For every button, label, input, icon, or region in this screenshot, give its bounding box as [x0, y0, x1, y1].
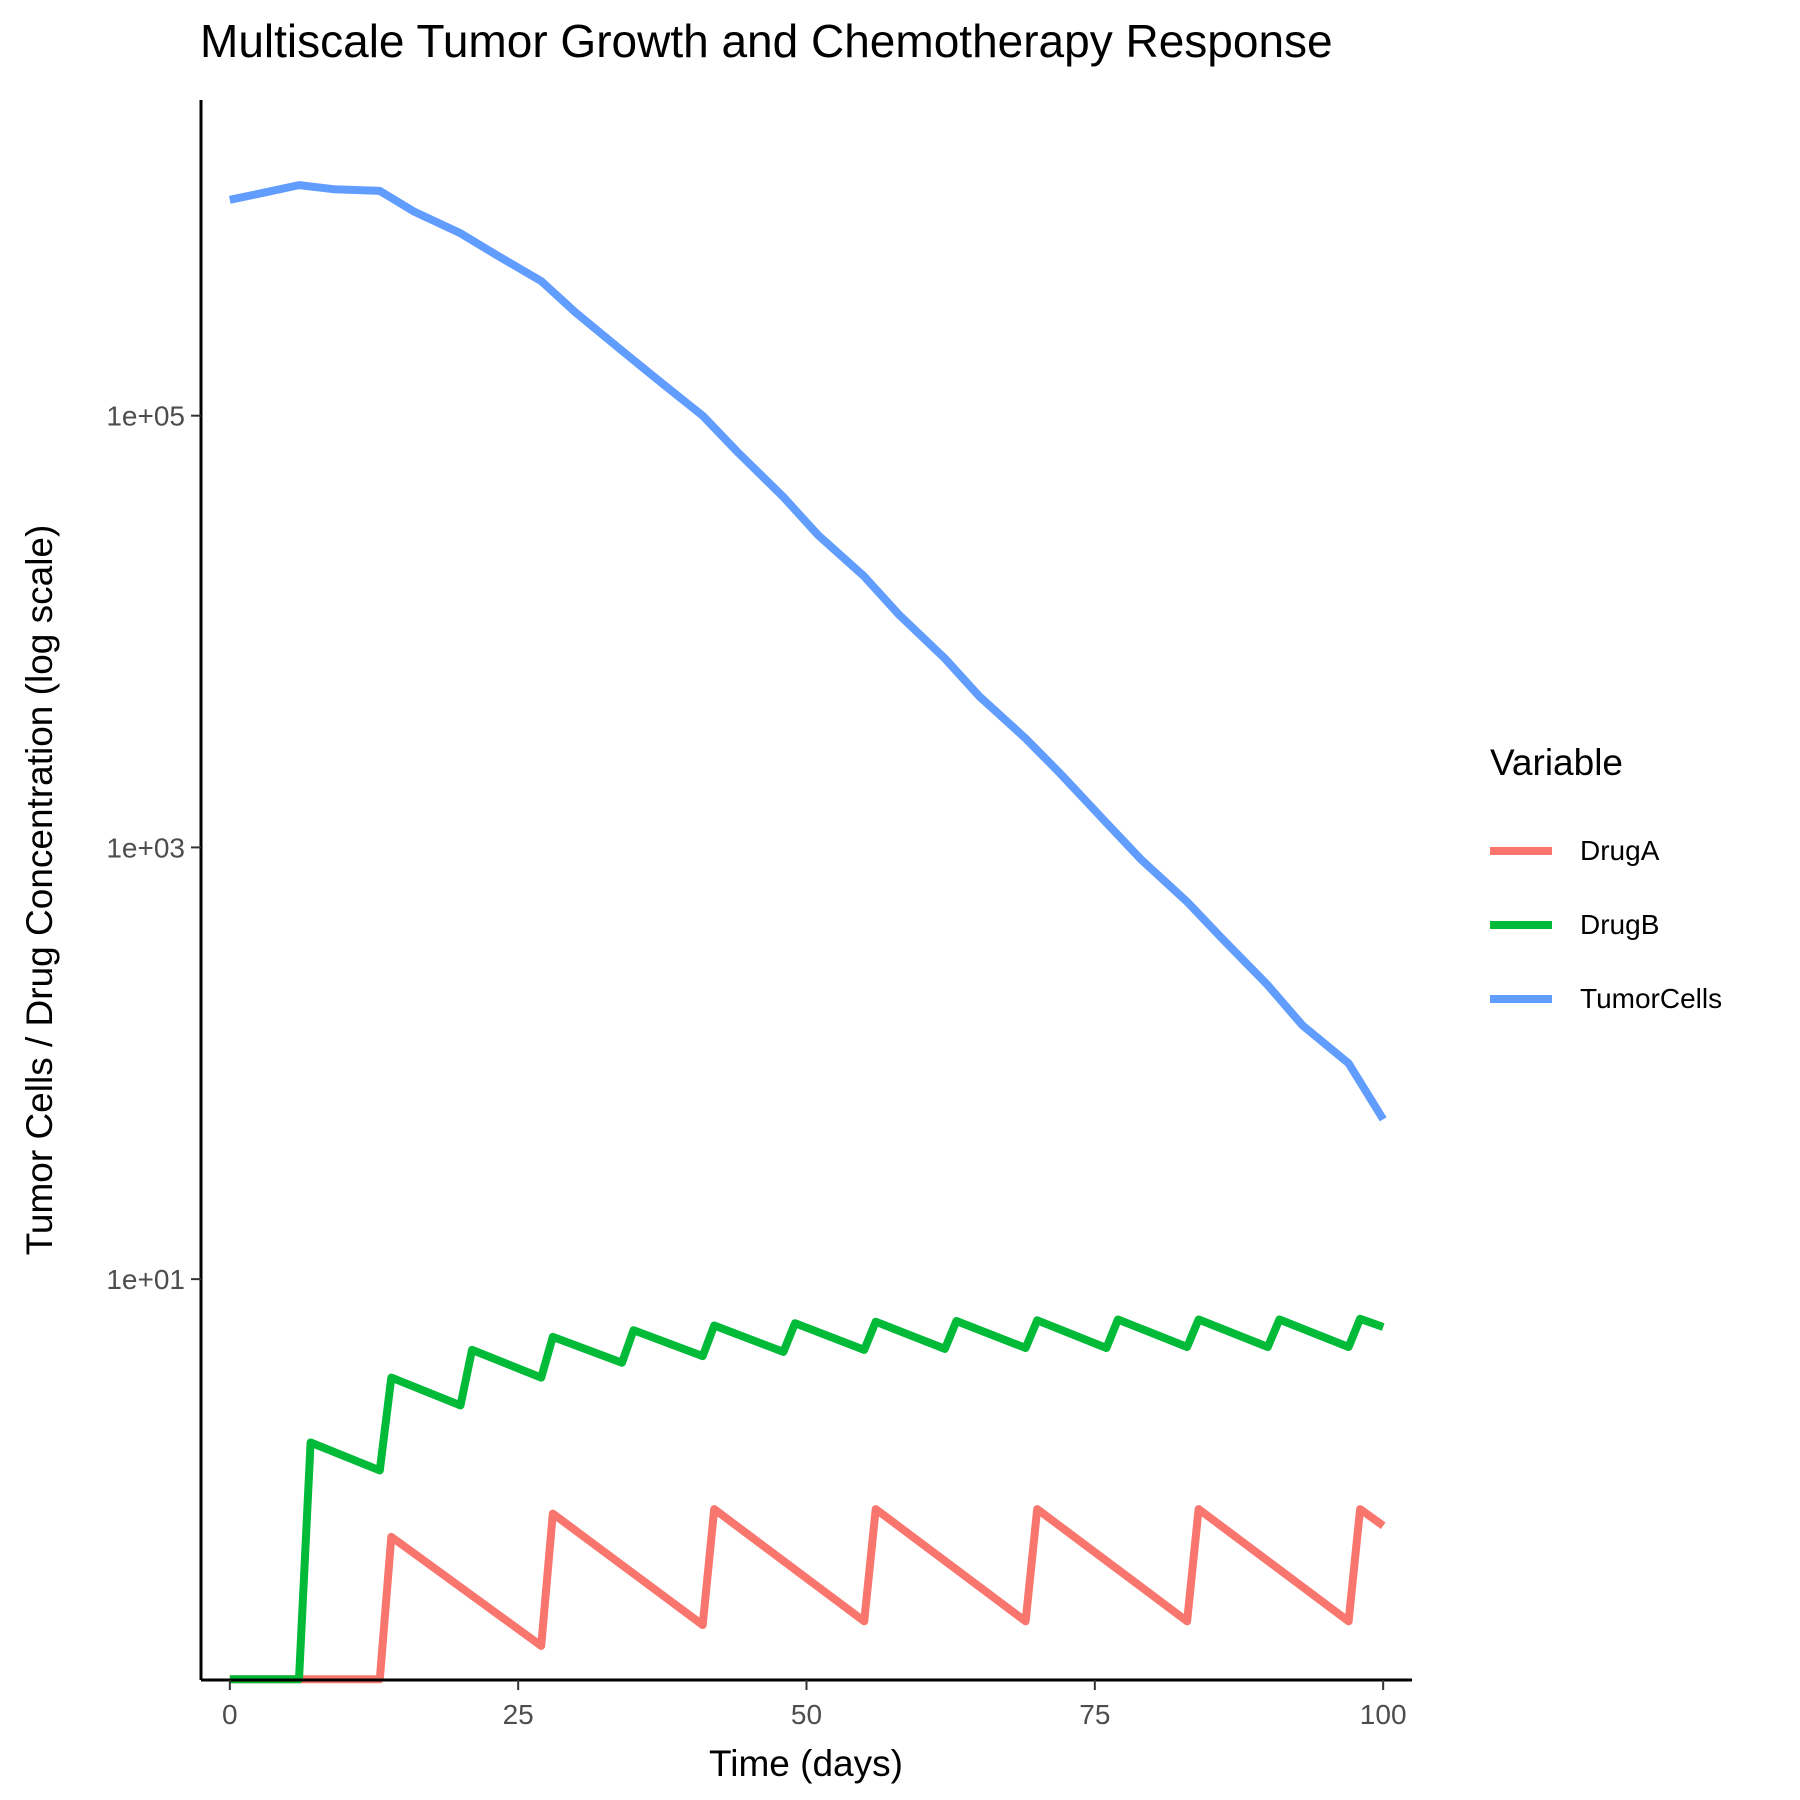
legend-item-drugb: DrugB: [1490, 888, 1722, 962]
x-ticks: 0 25 50 75 100: [222, 1680, 1407, 1730]
series-line-druga: [229, 1505, 1386, 1684]
y-axis-title: Tumor Cells / Drug Concentration (log sc…: [19, 525, 60, 1256]
x-tick-label: 75: [1079, 1699, 1110, 1730]
legend-label: DrugB: [1580, 909, 1660, 940]
x-tick-label: 0: [222, 1699, 238, 1730]
legend-key-swatch: [1490, 921, 1552, 929]
x-tick-label: 25: [503, 1699, 534, 1730]
y-tick-label: 1e+05: [106, 401, 185, 432]
x-axis-title: Time (days): [709, 1743, 903, 1784]
legend-key-swatch: [1490, 995, 1552, 1003]
series-line-drugb: [229, 1314, 1385, 1684]
legend-items: DrugA DrugB TumorCells: [1490, 814, 1722, 1036]
legend-item-tumorcells: TumorCells: [1490, 962, 1722, 1036]
y-tick-label: 1e+01: [106, 1264, 185, 1295]
series-line-tumorcells: [228, 181, 1387, 1122]
legend-item-druga: DrugA: [1490, 814, 1722, 888]
legend-label: DrugA: [1580, 835, 1660, 866]
y-ticks: 1e+01 1e+03 1e+05: [106, 401, 201, 1295]
legend-title: Variable: [1490, 742, 1624, 783]
legend-label: TumorCells: [1580, 983, 1723, 1014]
y-tick-label: 1e+03: [106, 832, 185, 863]
x-tick-label: 100: [1360, 1699, 1407, 1730]
legend: Variable DrugA DrugB TumorCells: [1490, 742, 1722, 1036]
x-tick-label: 50: [791, 1699, 822, 1730]
series-layer: [228, 181, 1387, 1684]
legend-key-swatch: [1490, 847, 1552, 855]
chart-title: Multiscale Tumor Growth and Chemotherapy…: [200, 15, 1333, 67]
